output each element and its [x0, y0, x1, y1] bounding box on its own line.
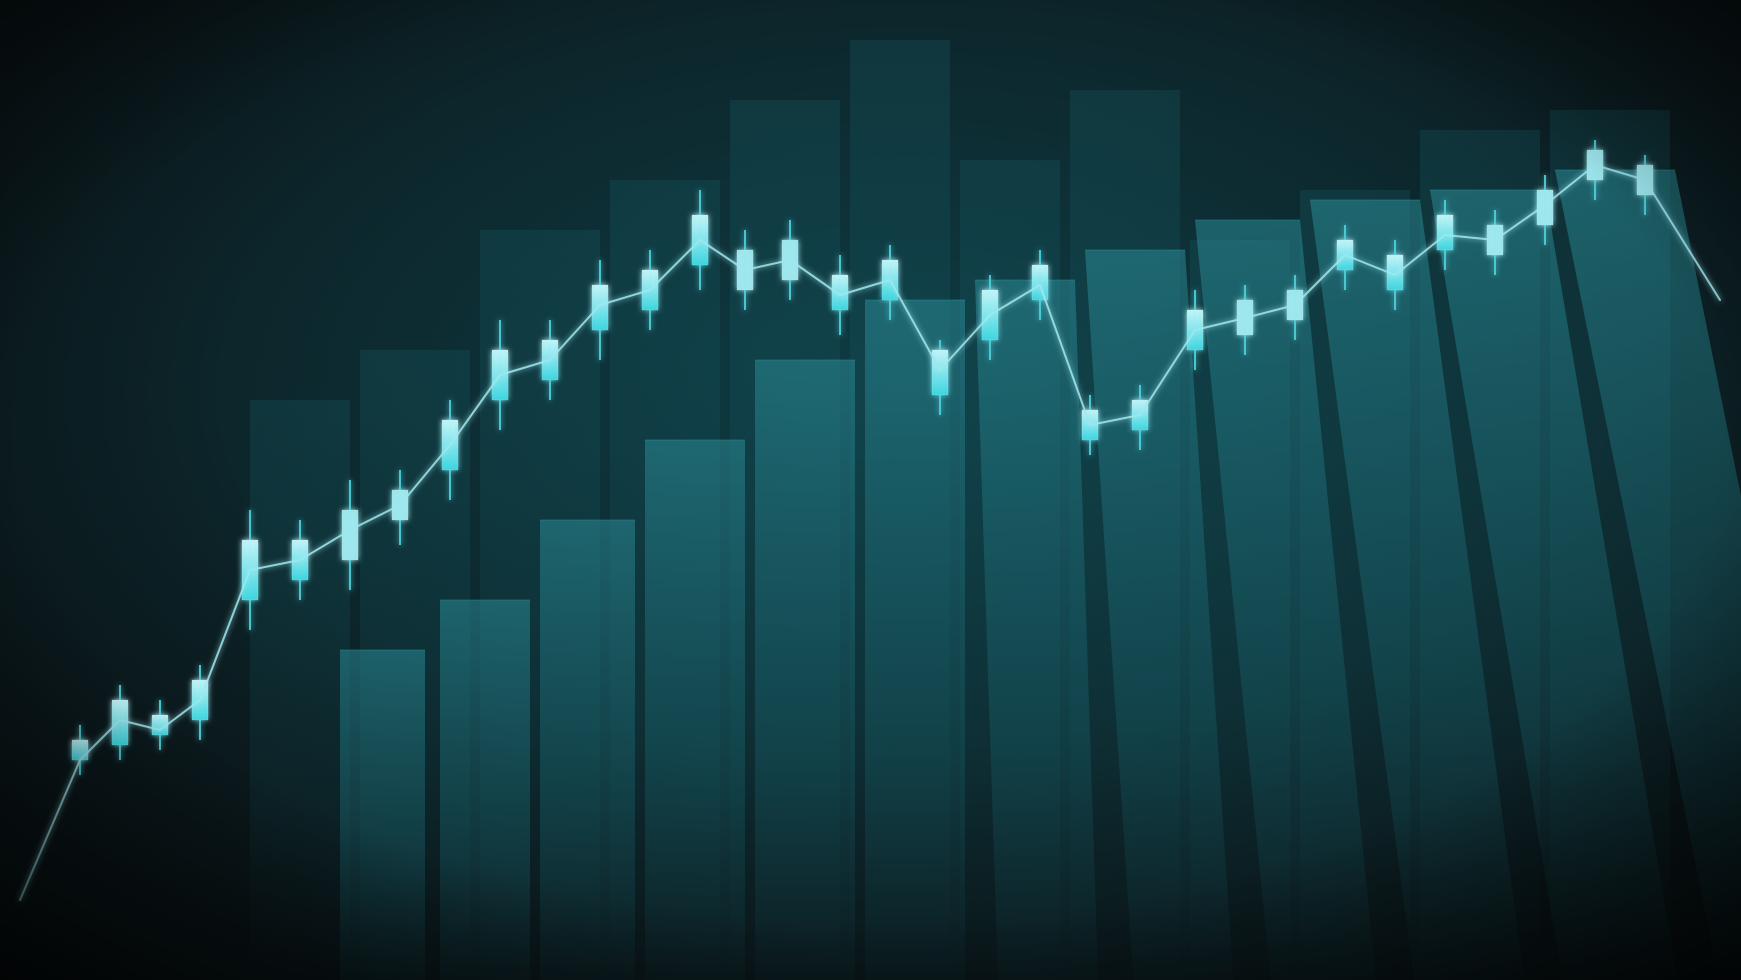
candle-body — [342, 510, 358, 560]
candle-body — [72, 740, 88, 760]
chart-svg — [0, 0, 1741, 980]
candle-body — [932, 350, 948, 395]
bar-front — [540, 520, 635, 980]
bar-front — [645, 440, 745, 980]
candle-body — [1537, 190, 1553, 225]
candle-body — [1032, 265, 1048, 300]
bar-back — [250, 400, 350, 980]
chart-stage — [0, 0, 1741, 980]
candle-body — [112, 700, 128, 745]
bar-front — [865, 300, 965, 980]
bar-front — [440, 600, 530, 980]
bar-front — [340, 650, 425, 980]
candle-body — [592, 285, 608, 330]
candle-body — [1437, 215, 1453, 250]
bar-front — [755, 360, 855, 980]
